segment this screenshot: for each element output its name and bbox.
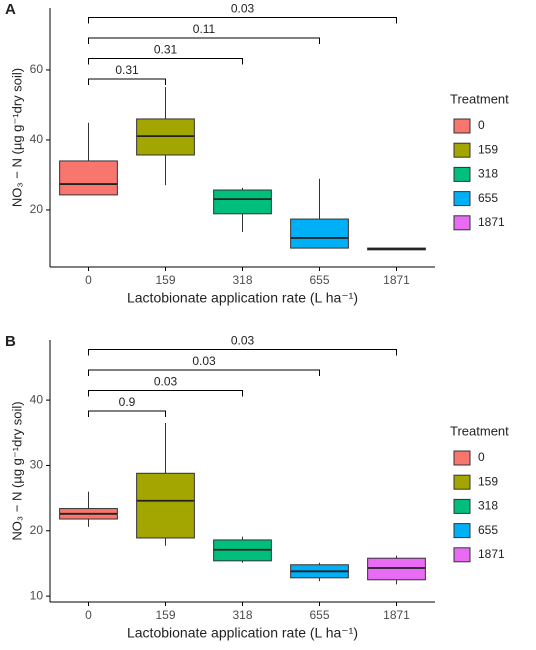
significance-bracket bbox=[88, 37, 320, 44]
significance-bracket bbox=[88, 17, 397, 24]
p-value: 0.03 bbox=[192, 354, 216, 368]
x-tick-label: 1871 bbox=[383, 608, 410, 622]
x-tick-label: 655 bbox=[309, 608, 329, 622]
legend-label: 0 bbox=[478, 118, 485, 132]
panel-label: A bbox=[5, 1, 16, 18]
legend-label: 318 bbox=[478, 167, 498, 181]
y-tick-label: 30 bbox=[30, 458, 44, 472]
box bbox=[136, 472, 195, 539]
legend-label: 655 bbox=[478, 191, 498, 205]
x-tick-label: 159 bbox=[155, 608, 175, 622]
box bbox=[213, 189, 272, 215]
x-tick-label: 318 bbox=[232, 608, 252, 622]
legend-label: 655 bbox=[478, 523, 498, 537]
legend-swatch bbox=[453, 215, 471, 231]
legend-label: 1871 bbox=[478, 547, 505, 561]
p-value: 0.31 bbox=[115, 63, 139, 77]
x-tick-label: 159 bbox=[155, 273, 175, 287]
x-tick-label: 318 bbox=[232, 273, 252, 287]
p-value: 0.03 bbox=[231, 334, 255, 348]
p-value: 0.9 bbox=[119, 395, 136, 409]
x-tick-label: 0 bbox=[85, 273, 92, 287]
significance-bracket bbox=[88, 58, 243, 65]
p-value: 0.31 bbox=[154, 43, 178, 57]
x-tick-label: 655 bbox=[309, 273, 329, 287]
p-value: 0.11 bbox=[193, 22, 216, 36]
significance-bracket bbox=[88, 78, 166, 85]
panel-label: B bbox=[5, 333, 16, 350]
legend-swatch bbox=[453, 118, 471, 134]
significance-bracket bbox=[88, 410, 166, 417]
legend-swatch bbox=[453, 191, 471, 207]
y-axis-title: NO₃ − N (µg g⁻¹dry soil) bbox=[9, 68, 24, 207]
legend-swatch bbox=[453, 474, 471, 490]
y-axis-title: NO₃ − N (µg g⁻¹dry soil) bbox=[9, 401, 24, 540]
significance-bracket bbox=[88, 349, 397, 356]
legend-title: Treatment bbox=[450, 91, 509, 106]
legend-label: 1871 bbox=[478, 215, 505, 229]
y-tick-label: 60 bbox=[30, 62, 44, 76]
legend-swatch bbox=[453, 166, 471, 182]
x-axis-title: Lactobionate application rate (L ha⁻¹) bbox=[127, 290, 358, 306]
legend-label: 159 bbox=[478, 474, 498, 488]
legend-swatch bbox=[453, 498, 471, 514]
x-tick-label: 0 bbox=[85, 608, 92, 622]
x-axis-title: Lactobionate application rate (L ha⁻¹) bbox=[127, 625, 358, 641]
x-tick-label: 1871 bbox=[383, 273, 410, 287]
y-tick-label: 20 bbox=[30, 202, 44, 216]
legend-title: Treatment bbox=[450, 423, 509, 438]
legend-label: 318 bbox=[478, 499, 498, 513]
legend-label: 159 bbox=[478, 142, 498, 156]
legend-swatch bbox=[453, 523, 471, 539]
legend-swatch bbox=[453, 450, 471, 466]
significance-bracket bbox=[88, 390, 243, 397]
y-tick-label: 10 bbox=[30, 588, 44, 602]
significance-bracket bbox=[88, 369, 320, 376]
y-tick-label: 20 bbox=[30, 523, 44, 537]
legend-swatch bbox=[453, 547, 471, 563]
box bbox=[290, 218, 349, 249]
legend-swatch bbox=[453, 142, 471, 158]
y-tick-label: 40 bbox=[30, 132, 44, 146]
p-value: 0.03 bbox=[154, 375, 178, 389]
legend-label: 0 bbox=[478, 450, 485, 464]
box bbox=[59, 160, 118, 196]
y-tick-label: 40 bbox=[30, 392, 44, 406]
box bbox=[367, 557, 426, 581]
p-value: 0.03 bbox=[231, 2, 255, 16]
